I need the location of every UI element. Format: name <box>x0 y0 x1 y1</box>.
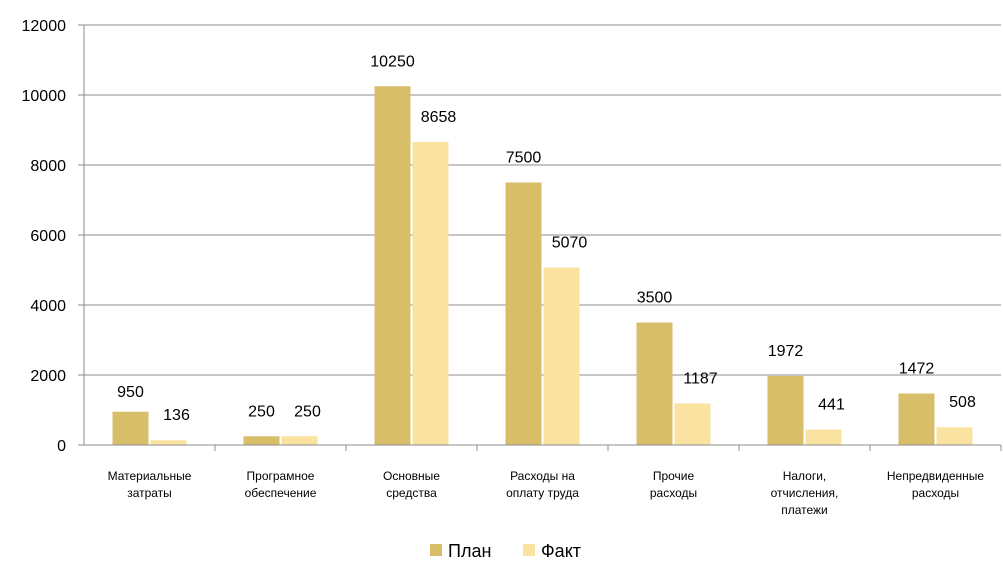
data-label: 136 <box>163 407 190 424</box>
category-label: Расходы на <box>510 469 575 483</box>
bar-plan <box>767 375 804 445</box>
y-tick-label: 8000 <box>30 158 66 175</box>
bar-plan <box>636 322 673 445</box>
data-label: 1472 <box>899 360 935 377</box>
bar-fact <box>936 427 973 445</box>
data-label: 1187 <box>683 370 718 387</box>
category-label: Прочие <box>653 469 695 483</box>
category-label: отчисления, <box>771 486 839 500</box>
legend-swatch-fact <box>523 544 535 556</box>
bar-fact <box>150 440 187 445</box>
data-label: 5070 <box>552 235 588 252</box>
category-label: Материальные <box>108 469 192 483</box>
category-label: Програмное <box>247 469 315 483</box>
data-label: 950 <box>117 384 144 401</box>
legend-swatch-plan <box>430 544 442 556</box>
category-label: Непредвиденные <box>887 469 985 483</box>
bar-plan <box>505 182 542 445</box>
x-axis: Материальные затраты Програмное обеспечение… <box>84 444 1002 517</box>
category-label: расходы <box>650 486 697 500</box>
bar-fact <box>412 141 449 445</box>
bar-fact <box>674 403 711 445</box>
data-label: 8658 <box>421 109 457 126</box>
bar-fact <box>281 436 318 445</box>
legend-label-fact: Факт <box>541 541 581 561</box>
data-label: 10250 <box>370 53 415 70</box>
data-label: 1972 <box>768 343 804 360</box>
bar-plan <box>898 393 935 445</box>
y-tick-label: 0 <box>57 438 66 455</box>
y-tick-label: 12000 <box>22 18 67 35</box>
y-axis: 0 2000 4000 6000 8000 10000 12000 <box>22 18 85 455</box>
category-label: средства <box>386 486 437 500</box>
y-tick-label: 6000 <box>30 228 66 245</box>
bar-plan <box>243 436 280 445</box>
gridlines <box>84 24 1001 376</box>
y-tick-label: 4000 <box>30 298 66 315</box>
data-label: 250 <box>294 403 321 420</box>
legend-label-plan: План <box>448 541 491 561</box>
y-tick-label: 10000 <box>22 88 67 105</box>
data-labels: 950 136 250 250 10250 8658 7500 5070 3500 1187 197… <box>117 53 976 424</box>
bar-fact <box>543 267 580 445</box>
data-label: 3500 <box>637 290 673 307</box>
category-label: оплату труда <box>506 486 579 500</box>
data-label: 7500 <box>506 150 542 167</box>
bars <box>112 86 973 445</box>
category-label: Основные <box>383 469 440 483</box>
bar-fact <box>805 429 842 445</box>
data-label: 250 <box>248 403 275 420</box>
category-label: расходы <box>912 486 959 500</box>
category-label: затраты <box>127 486 172 500</box>
y-tick-label: 2000 <box>30 368 66 385</box>
category-label: платежи <box>781 503 828 517</box>
category-label: Налоги, <box>783 469 827 483</box>
bar-plan <box>112 411 149 445</box>
data-label: 441 <box>818 397 845 414</box>
bar-plan <box>374 86 411 445</box>
legend: План Факт <box>430 541 581 561</box>
data-label: 508 <box>949 394 976 411</box>
category-label: обеспечение <box>245 486 317 500</box>
